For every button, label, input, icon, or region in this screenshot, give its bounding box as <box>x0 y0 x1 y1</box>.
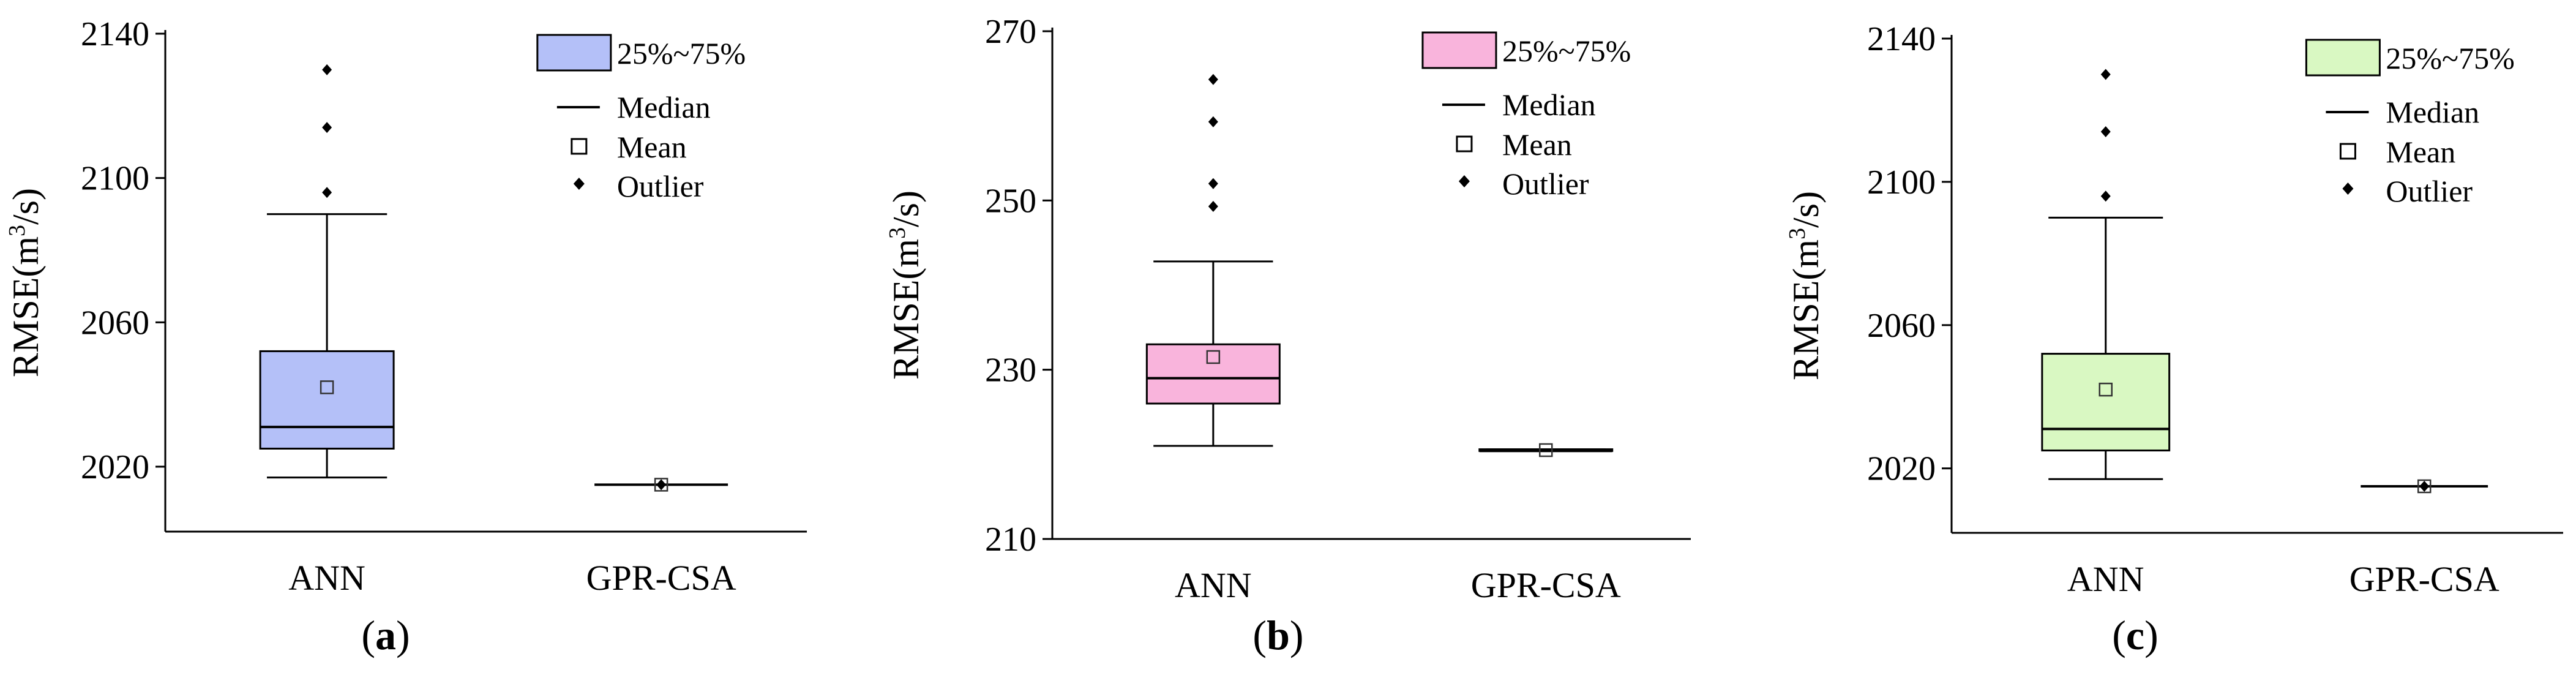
legend: 25%~75% Median Mean Outlier <box>536 34 746 203</box>
iqr-box <box>2041 353 2171 452</box>
legend-swatch-box <box>1421 31 1497 69</box>
legend-swatch-box <box>2305 39 2381 77</box>
mean-marker <box>654 478 668 492</box>
x-tick-label: GPR-CSA <box>1471 565 1621 605</box>
x-tick-label: ANN <box>288 558 365 598</box>
y-axis-title: RMSE(m3/s) <box>885 190 926 380</box>
y-tick-label: 230 <box>985 352 1036 390</box>
legend-swatch-mean <box>1456 135 1473 153</box>
legend-swatch-mean <box>571 138 588 155</box>
panel-paren-open: ( <box>361 612 375 658</box>
legend: 25%~75% Median Mean Outlier <box>1421 31 1631 201</box>
mean-marker <box>1206 350 1221 364</box>
box-gpr-csa <box>594 478 728 492</box>
outlier-point <box>322 187 332 198</box>
y-tick-label: 2140 <box>1867 20 1936 58</box>
box-ann <box>259 64 395 479</box>
panel-letter: a <box>375 612 396 658</box>
legend-label: Mean <box>617 130 687 164</box>
outlier-point <box>2100 190 2111 202</box>
x-tick-label: GPR-CSA <box>2349 559 2499 599</box>
x-tick-label: GPR-CSA <box>586 558 736 598</box>
y-tick-label: 2140 <box>81 15 149 53</box>
outlier-point <box>322 64 332 75</box>
panel-paren-close: ) <box>2144 612 2159 658</box>
panel-label: (c) <box>2112 612 2159 658</box>
panel-paren-close: ) <box>1290 612 1304 658</box>
panel-label: (a) <box>361 612 410 658</box>
outlier-point <box>2419 480 2430 492</box>
legend-swatch-mean <box>2339 143 2356 160</box>
legend-swatch-outlier <box>1458 175 1470 187</box>
y-axis-title-tail: /s) <box>886 190 926 227</box>
chart-panel-b: 210 230 250 270 RMSE(m3/s) ANN GPR-CSA 25%~75% M… <box>885 13 1691 658</box>
panel-letter: c <box>2126 612 2144 658</box>
outlier-point <box>1208 73 1218 85</box>
outlier-point <box>1208 201 1218 213</box>
y-tick-label: 2100 <box>81 160 149 198</box>
y-axis-title: RMSE(m3/s) <box>1784 191 1826 380</box>
x-tick-label: ANN <box>2067 559 2144 599</box>
y-tick-label: 2060 <box>81 304 149 342</box>
y-tick-label: 2020 <box>81 448 149 486</box>
legend-label: Median <box>2386 95 2479 129</box>
chart-panel-a: 2020 2060 2100 2140 RMSE(m3/s) ANN GPR-CSA 25%~… <box>4 15 807 658</box>
y-tick-label: 2020 <box>1867 450 1936 488</box>
chart-panel-c: 2020 2060 2100 2140 RMSE(m3/s) ANN GPR-CSA 25%~… <box>1784 20 2563 658</box>
y-axis-title: RMSE(m3/s) <box>4 188 46 377</box>
y-axis-title-sup: 3 <box>1784 228 1810 239</box>
outlier-point <box>1208 116 1218 127</box>
y-tick-label: 250 <box>985 182 1036 220</box>
iqr-box <box>259 350 395 450</box>
y-axis-title-tail: /s) <box>1786 191 1826 228</box>
legend-swatch-outlier <box>573 178 585 190</box>
y-tick-label: 270 <box>985 13 1036 51</box>
panel-paren-open: ( <box>1252 612 1267 658</box>
legend-swatch-box <box>536 34 612 72</box>
box-gpr-csa <box>1478 443 1614 458</box>
y-tick-label: 2060 <box>1867 307 1936 345</box>
panel-letter: b <box>1267 612 1290 658</box>
legend-swatch-outlier <box>2342 183 2354 195</box>
y-axis-title-sup: 3 <box>4 225 30 236</box>
legend-label: Outlier <box>1502 167 1589 201</box>
legend: 25%~75% Median Mean Outlier <box>2305 39 2515 208</box>
box-gpr-csa <box>2361 479 2488 494</box>
box-ann <box>1145 73 1281 447</box>
panel-paren-open: ( <box>2112 612 2126 658</box>
box-ann <box>2041 69 2171 480</box>
outlier-point <box>656 479 667 491</box>
mean-marker <box>2417 479 2432 494</box>
legend-label: Mean <box>1502 127 1572 162</box>
y-tick-label: 210 <box>985 521 1036 559</box>
legend-label: 25%~75% <box>1502 34 1631 68</box>
y-axis-title-main: RMSE(m <box>6 236 46 377</box>
legend-label: Median <box>1502 88 1596 122</box>
mean-marker <box>1538 443 1553 458</box>
iqr-box <box>1145 343 1281 405</box>
y-axis-title-main: RMSE(m <box>1786 239 1826 380</box>
y-axis-title-tail: /s) <box>6 188 46 225</box>
outlier-point <box>2100 126 2111 138</box>
y-axis-title-main: RMSE(m <box>886 239 926 380</box>
legend-label: 25%~75% <box>2386 41 2514 75</box>
outlier-point <box>322 122 332 134</box>
y-tick-label: 2100 <box>1867 164 1936 202</box>
legend-label: Median <box>617 90 711 124</box>
x-tick-label: ANN <box>1175 565 1252 605</box>
legend-label: Outlier <box>2386 174 2473 208</box>
panel-paren-close: ) <box>396 612 410 658</box>
panel-label: (b) <box>1252 612 1303 658</box>
legend-label: Outlier <box>617 169 704 203</box>
mean-marker <box>2099 382 2113 397</box>
legend-label: Mean <box>2386 135 2455 169</box>
mean-marker <box>320 380 334 394</box>
outlier-point <box>2100 69 2111 80</box>
y-axis-title-sup: 3 <box>885 227 910 239</box>
outlier-point <box>1208 178 1218 189</box>
legend-label: 25%~75% <box>617 36 746 70</box>
